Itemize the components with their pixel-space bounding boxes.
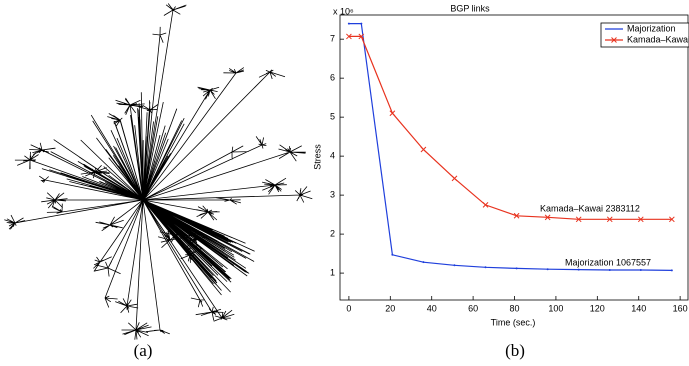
y-tick-label: 6: [330, 73, 335, 83]
caption: (a): [134, 341, 153, 360]
plot-frame: [339, 14, 689, 301]
point-marker: [451, 175, 458, 182]
annotation: Kamada–Kawai 2383112: [540, 203, 640, 213]
x-tick-label: 0: [346, 303, 351, 313]
legend-label: Majorization: [627, 23, 676, 33]
point-marker: [575, 216, 582, 223]
point-marker: [577, 268, 580, 271]
point-marker: [608, 268, 611, 271]
point-marker: [484, 266, 487, 269]
point-marker: [453, 264, 456, 267]
series-line: [348, 35, 672, 220]
series-line: [348, 23, 672, 271]
y-tick-label: 5: [330, 112, 335, 122]
graph-drawing: [4, 3, 313, 340]
x-tick-label: 160: [673, 303, 688, 313]
point-marker: [639, 268, 642, 271]
point-marker: [637, 216, 644, 223]
y-tick-label: 7: [330, 34, 335, 44]
point-marker: [513, 212, 520, 219]
x-axis-label: Time (sec.): [491, 317, 536, 327]
chart-title: BGP links: [450, 3, 490, 13]
x-tick-label: 20: [385, 303, 395, 313]
legend-box: [600, 22, 689, 48]
point-marker: [515, 267, 518, 270]
y-tick-label: 3: [330, 189, 335, 199]
point-marker: [420, 146, 427, 153]
x-tick-label: 40: [427, 303, 437, 313]
point-marker: [347, 22, 350, 25]
point-marker: [606, 216, 613, 223]
point-marker: [346, 33, 352, 40]
y-axis-label: Stress: [312, 144, 322, 170]
point-marker: [360, 22, 363, 25]
y-multiplier: x 10⁶: [333, 6, 354, 16]
point-marker: [544, 214, 551, 221]
y-tick-label: 4: [330, 151, 335, 161]
graph-edges: [4, 3, 313, 340]
point-marker: [546, 268, 549, 271]
x-tick-label: 120: [590, 303, 605, 313]
x-tick-label: 100: [548, 303, 563, 313]
point-marker: [422, 261, 425, 264]
point-marker: [668, 216, 675, 223]
point-marker: [389, 110, 396, 117]
y-tick-label: 2: [330, 228, 335, 238]
legend-label: Kamada–Kawai: [627, 34, 689, 44]
legend-marker: [611, 37, 617, 43]
point-marker: [358, 33, 365, 40]
caption: (b): [505, 341, 525, 360]
x-tick-label: 140: [631, 303, 646, 313]
annotation: Majorization 1067557: [565, 257, 651, 267]
x-tick-label: 60: [468, 303, 478, 313]
point-marker: [482, 202, 489, 208]
point-marker: [391, 253, 394, 256]
point-marker: [670, 269, 673, 272]
y-tick-label: 1: [330, 267, 335, 277]
x-tick-label: 80: [510, 303, 520, 313]
